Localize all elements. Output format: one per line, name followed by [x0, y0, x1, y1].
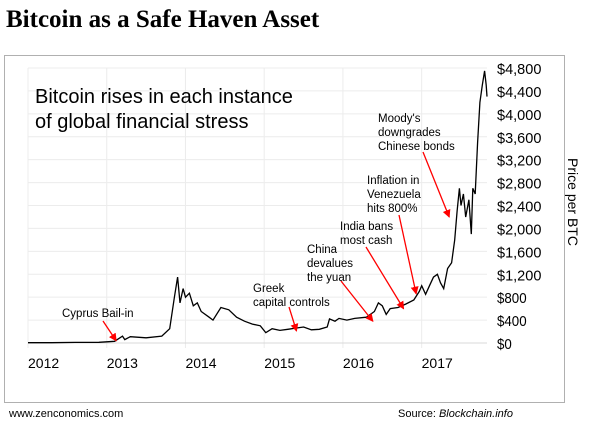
annotation-label: most cash	[340, 235, 392, 247]
bitcoin-price-line	[28, 70, 488, 344]
subtitle-line-2: of global financial stress	[35, 111, 248, 133]
y-tick-label: $4,400	[497, 84, 541, 101]
annotation-label: China	[307, 244, 338, 256]
subtitle-line-1: Bitcoin rises in each instance	[35, 86, 293, 108]
annotation-arrow	[422, 151, 451, 218]
annotation: China devalues the yuan	[307, 244, 374, 323]
y-tick-label: $2,000	[497, 221, 541, 238]
annotation-label: devalues	[307, 258, 353, 270]
x-tick-label: 2015	[264, 355, 295, 371]
source-name: Blockchain.info	[438, 408, 513, 420]
annotation-label: capital controls	[253, 297, 330, 309]
annotation-label: Inflation in	[367, 175, 419, 187]
y-tick-label: $400	[497, 313, 527, 330]
annotation: Greek capital controls	[253, 283, 330, 332]
y-tick-label: $3,200	[497, 153, 541, 170]
source-footer: Source: Blockchain.info	[398, 408, 513, 420]
y-tick-label: $4,000	[497, 107, 541, 124]
annotation-arrow	[288, 306, 299, 332]
website-footer: www.zenconomics.com	[9, 408, 124, 420]
annotation-arrow	[398, 214, 419, 295]
annotation-label: hits 800%	[367, 203, 418, 215]
annotation-label: Moody's	[378, 113, 421, 125]
annotation-arrow	[340, 280, 374, 323]
y-tick-label: $2,400	[497, 199, 541, 216]
x-tick-label: 2012	[28, 355, 59, 371]
x-tick-label: 2016	[343, 355, 374, 371]
annotation-arrow	[365, 246, 405, 310]
chart-frame	[4, 55, 565, 403]
x-tick-label: 2013	[107, 355, 138, 371]
y-tick-label: $1,600	[497, 244, 541, 261]
y-tick-label: $4,800	[497, 61, 541, 78]
annotation-label: Greek	[253, 283, 285, 295]
annotation-label: Chinese bonds	[378, 141, 455, 153]
y-tick-label: $1,200	[497, 267, 541, 284]
y-tick-label: $800	[497, 290, 527, 307]
source-label: Source:	[398, 408, 439, 420]
annotation: Cyprus Bail-in	[62, 308, 134, 342]
x-tick-label: 2017	[422, 355, 453, 371]
annotation-arrow	[102, 320, 117, 342]
annotation-label: the yuan	[307, 272, 351, 284]
annotation: Inflation in Venezuela hits 800%	[367, 175, 421, 295]
annotation: Moody's downgrades Chinese bonds	[378, 113, 455, 218]
y-tick-label: $0	[497, 336, 512, 353]
annotation-label: India bans	[340, 221, 393, 233]
annotation-label: Venezuela	[367, 189, 421, 201]
y-axis-label: Price per BTC	[565, 158, 581, 246]
y-tick-label: $3,600	[497, 130, 541, 147]
chart-title: Bitcoin as a Safe Haven Asset	[6, 6, 320, 33]
annotation: India bans most cash	[340, 221, 405, 310]
annotation-label: downgrades	[378, 127, 441, 139]
x-tick-label: 2014	[185, 355, 216, 371]
annotation-label: Cyprus Bail-in	[62, 308, 134, 320]
y-tick-label: $2,800	[497, 176, 541, 193]
